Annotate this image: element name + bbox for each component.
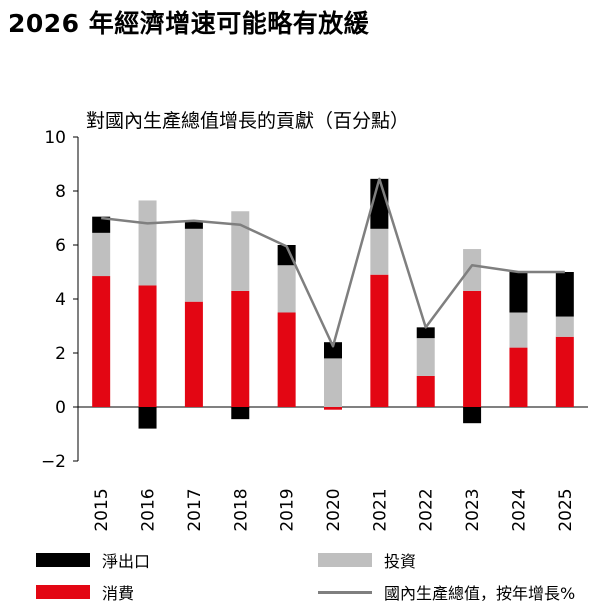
bar-investment-2019 <box>277 265 296 313</box>
bar-investment-2020 <box>324 358 342 407</box>
bar-investment-2018 <box>231 211 250 291</box>
bar-consumption-2018 <box>231 290 250 407</box>
bar-consumption-2016 <box>138 285 157 407</box>
x-tick-label: 2019 <box>278 488 298 531</box>
legend-label-net-exports: 淨出口 <box>102 552 151 571</box>
bar-net-exports-2016 <box>138 407 157 429</box>
bar-consumption-2021 <box>370 274 389 407</box>
bar-investment-2025 <box>555 316 574 337</box>
bar-consumption-2019 <box>277 312 296 407</box>
y-tick-label: 4 <box>55 290 66 310</box>
bar-consumption-2017 <box>184 301 203 407</box>
bar-consumption-2025 <box>555 336 574 407</box>
legend-swatch-net-exports <box>36 553 90 567</box>
bar-net-exports-2022 <box>416 327 435 339</box>
legend-label-gdp-growth: 國內生產總值，按年增長% <box>384 584 576 603</box>
bar-investment-2016 <box>138 200 157 286</box>
bar-consumption-2023 <box>463 290 482 407</box>
x-tick-label: 2017 <box>185 488 205 531</box>
bar-net-exports-2017 <box>184 220 203 229</box>
legend-swatch-consumption <box>36 585 90 599</box>
bar-net-exports-2023 <box>463 407 482 424</box>
x-tick-label: 2022 <box>417 488 437 531</box>
x-tick-label: 2024 <box>509 488 529 531</box>
bar-consumption-2015 <box>92 276 111 407</box>
y-tick-label: 0 <box>55 398 66 418</box>
bar-net-exports-2020 <box>324 342 342 359</box>
y-tick-label: 6 <box>55 236 66 256</box>
bar-net-exports-2019 <box>277 245 296 266</box>
legend-label-consumption: 消費 <box>102 584 135 603</box>
bar-consumption-2024 <box>509 347 528 407</box>
chart-title: 對國內生產總值增長的貢獻（百分點） <box>86 110 410 132</box>
x-tick-label: 2015 <box>92 488 112 531</box>
bar-investment-2015 <box>92 232 111 277</box>
x-tick-label: 2025 <box>556 488 576 531</box>
bar-net-exports-2025 <box>555 272 574 317</box>
bar-investment-2022 <box>416 338 435 376</box>
bar-consumption-2020 <box>324 407 342 410</box>
x-tick-label: 2023 <box>463 488 483 531</box>
y-tick-label: 10 <box>44 128 66 148</box>
bar-investment-2021 <box>370 228 389 275</box>
bar-net-exports-2018 <box>231 407 250 420</box>
bar-investment-2023 <box>463 249 482 291</box>
x-tick-label: 2018 <box>231 488 251 531</box>
bar-investment-2024 <box>509 312 528 348</box>
legend-item-gdp-growth: 國內生產總值，按年增長% <box>318 580 575 604</box>
legend-swatch-gdp-growth <box>318 590 372 594</box>
legend-item-investment: 投資 <box>318 548 416 572</box>
gdp-growth-line <box>101 177 565 348</box>
bar-net-exports-2024 <box>509 272 528 313</box>
x-tick-label: 2021 <box>370 488 390 531</box>
y-tick-label: 2 <box>55 344 66 364</box>
x-tick-label: 2016 <box>139 488 159 531</box>
legend-item-consumption: 消費 <box>36 580 134 604</box>
legend-label-investment: 投資 <box>384 552 417 571</box>
legend-item-net-exports: 淨出口 <box>36 548 150 572</box>
y-tick-label: −2 <box>41 452 66 472</box>
legend-swatch-investment <box>318 553 372 567</box>
page-title: 2026 年經濟增速可能略有放緩 <box>8 9 370 38</box>
y-tick-label: 8 <box>55 182 66 202</box>
bar-net-exports-2015 <box>92 216 111 233</box>
x-tick-label: 2020 <box>324 488 344 531</box>
bar-consumption-2022 <box>416 375 435 407</box>
bar-investment-2017 <box>184 228 203 302</box>
